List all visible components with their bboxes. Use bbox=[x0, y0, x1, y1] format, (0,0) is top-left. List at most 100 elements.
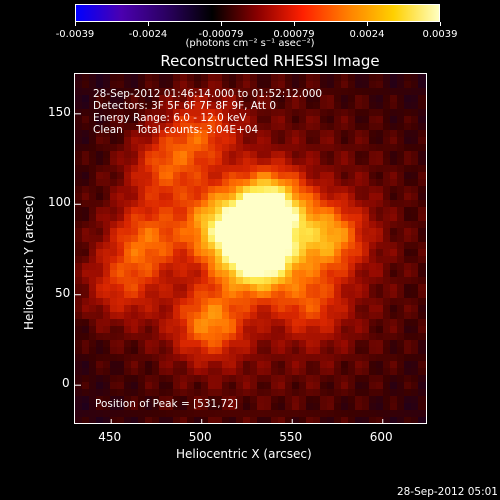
heatmap-cell bbox=[390, 235, 397, 242]
heatmap-cell bbox=[229, 214, 236, 221]
heatmap-cell bbox=[348, 319, 355, 326]
heatmap-cell bbox=[383, 123, 390, 130]
heatmap-cell bbox=[215, 214, 222, 221]
heatmap-cell bbox=[124, 109, 131, 116]
heatmap-cell bbox=[264, 340, 271, 347]
heatmap-cell bbox=[229, 417, 236, 423]
heatmap-cell bbox=[299, 109, 306, 116]
heatmap-cell bbox=[103, 305, 110, 312]
heatmap-cell bbox=[103, 270, 110, 277]
heatmap-cell bbox=[89, 172, 96, 179]
heatmap-cell bbox=[390, 207, 397, 214]
heatmap-cell bbox=[348, 102, 355, 109]
heatmap-cell bbox=[341, 228, 348, 235]
heatmap-cell bbox=[187, 235, 194, 242]
heatmap-cell bbox=[82, 375, 89, 382]
heatmap-cell bbox=[390, 326, 397, 333]
heatmap-cell bbox=[292, 221, 299, 228]
heatmap-cell bbox=[152, 235, 159, 242]
heatmap-cell bbox=[236, 396, 243, 403]
heatmap-cell bbox=[292, 284, 299, 291]
heatmap-cell bbox=[404, 102, 411, 109]
heatmap-cell bbox=[390, 284, 397, 291]
heatmap-cell bbox=[278, 116, 285, 123]
heatmap-cell bbox=[89, 221, 96, 228]
heatmap-cell bbox=[173, 158, 180, 165]
heatmap-cell bbox=[187, 81, 194, 88]
heatmap-cell bbox=[194, 151, 201, 158]
heatmap-cell bbox=[411, 263, 418, 270]
heatmap-cell bbox=[320, 74, 327, 81]
heatmap-cell bbox=[390, 333, 397, 340]
heatmap-cell bbox=[187, 312, 194, 319]
heatmap-cell bbox=[299, 410, 306, 417]
heatmap-cell bbox=[152, 263, 159, 270]
heatmap-cell bbox=[362, 235, 369, 242]
heatmap-cell bbox=[208, 319, 215, 326]
heatmap-cell bbox=[117, 277, 124, 284]
heatmap-cell bbox=[138, 249, 145, 256]
heatmap-cell bbox=[201, 284, 208, 291]
heatmap-cell bbox=[404, 249, 411, 256]
heatmap-cell bbox=[369, 193, 376, 200]
heatmap-cell bbox=[110, 109, 117, 116]
heatmap-cell bbox=[208, 116, 215, 123]
heatmap-cell bbox=[292, 172, 299, 179]
heatmap-cell bbox=[390, 319, 397, 326]
heatmap-cell bbox=[110, 165, 117, 172]
heatmap-cell bbox=[124, 144, 131, 151]
heatmap-cell bbox=[404, 186, 411, 193]
heatmap-cell bbox=[390, 123, 397, 130]
heatmap-cell bbox=[131, 326, 138, 333]
heatmap-cell bbox=[271, 375, 278, 382]
heatmap-cell bbox=[292, 81, 299, 88]
heatmap-cell bbox=[355, 410, 362, 417]
heatmap-cell bbox=[390, 200, 397, 207]
heatmap-cell bbox=[390, 102, 397, 109]
heatmap-cell bbox=[411, 347, 418, 354]
heatmap-cell bbox=[173, 249, 180, 256]
heatmap-cell bbox=[299, 172, 306, 179]
heatmap-cell bbox=[425, 249, 426, 256]
heatmap-cell bbox=[222, 102, 229, 109]
heatmap-cell bbox=[194, 130, 201, 137]
heatmap-cell bbox=[299, 347, 306, 354]
heatmap-cell bbox=[411, 326, 418, 333]
heatmap-cell bbox=[159, 340, 166, 347]
heatmap-cell bbox=[341, 263, 348, 270]
heatmap-cell bbox=[173, 270, 180, 277]
heatmap-cell bbox=[341, 396, 348, 403]
heatmap-cell bbox=[250, 95, 257, 102]
heatmap-cell bbox=[159, 375, 166, 382]
heatmap-cell bbox=[383, 256, 390, 263]
heatmap-cell bbox=[229, 109, 236, 116]
heatmap-cell bbox=[138, 284, 145, 291]
heatmap-cell bbox=[334, 375, 341, 382]
heatmap-cell bbox=[82, 340, 89, 347]
heatmap-cell bbox=[124, 270, 131, 277]
heatmap-cell bbox=[103, 214, 110, 221]
heatmap-cell bbox=[117, 186, 124, 193]
heatmap-cell bbox=[327, 137, 334, 144]
heatmap-cell bbox=[376, 214, 383, 221]
heatmap-cell bbox=[271, 340, 278, 347]
heatmap-cell bbox=[348, 277, 355, 284]
heatmap-cell bbox=[383, 368, 390, 375]
heatmap-cell bbox=[201, 368, 208, 375]
heatmap-cell bbox=[250, 116, 257, 123]
heatmap-cell bbox=[117, 179, 124, 186]
y-tick-label: 100 bbox=[48, 195, 71, 210]
heatmap-cell bbox=[320, 396, 327, 403]
x-tick-label: 500 bbox=[188, 430, 212, 444]
heatmap-cell bbox=[229, 298, 236, 305]
heatmap-cell bbox=[138, 312, 145, 319]
heatmap-cell bbox=[292, 319, 299, 326]
heatmap-cell bbox=[236, 312, 243, 319]
heatmap-cell bbox=[180, 326, 187, 333]
heatmap-cell bbox=[320, 263, 327, 270]
heatmap-cell bbox=[425, 256, 426, 263]
colorbar-tick-label: 0.0024 bbox=[349, 29, 385, 40]
heatmap-cell bbox=[376, 74, 383, 81]
heatmap-cell bbox=[194, 291, 201, 298]
heatmap-cell bbox=[117, 340, 124, 347]
